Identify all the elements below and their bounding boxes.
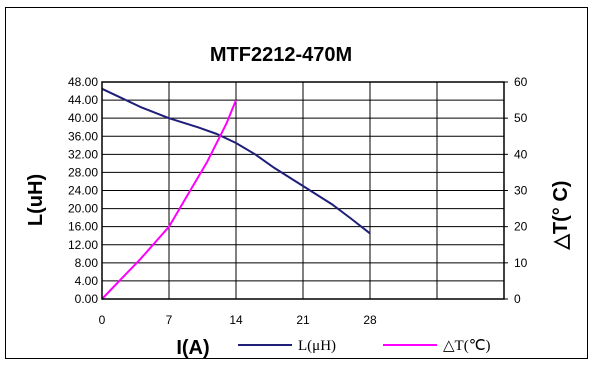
y-left-tick-label: 32.00 <box>68 147 98 161</box>
y-right-tick-label: 50 <box>514 111 528 125</box>
x-tick-label: 7 <box>166 313 173 327</box>
y-right-tick-label: 10 <box>514 256 528 270</box>
x-tick-label: 0 <box>99 313 106 327</box>
y-left-tick-label: 44.00 <box>68 93 98 107</box>
y-left-tick-label: 28.00 <box>68 165 98 179</box>
y-left-tick-label: 8.00 <box>75 256 99 270</box>
y-left-ticks: 0.00 4.00 8.00 12.00 16.00 20.00 24.00 28.00 32.… <box>68 75 98 306</box>
y-left-tick-label: 48.00 <box>68 75 98 89</box>
y-right-tick-label: 40 <box>514 147 528 161</box>
series-line-temperature-rise <box>101 99 237 300</box>
legend-label-l: L(μH) <box>298 338 336 354</box>
series-group <box>101 87 371 300</box>
chart-title: MTF2212-470M <box>210 44 352 66</box>
legend-label-dt: △T(℃) <box>443 338 491 354</box>
y-right-tick-label: 60 <box>514 75 528 89</box>
x-label: I(A) <box>176 337 209 359</box>
plot-border <box>101 81 505 300</box>
series-line-inductance <box>101 87 371 235</box>
y-left-tick-label: 4.00 <box>75 274 99 288</box>
x-tick-label: 28 <box>363 313 377 327</box>
y-right-tick-label: 20 <box>514 220 528 234</box>
y-left-tick-label: 40.00 <box>68 111 98 125</box>
y-left-tick-label: 24.00 <box>68 184 98 198</box>
y-left-label: L(uH) <box>25 174 47 226</box>
legend: L(μH) △T(℃) <box>238 338 491 354</box>
y-left-tick-label: 20.00 <box>68 202 98 216</box>
y-right-label: △T(° C) <box>550 181 572 251</box>
y-left-tick-label: 36.00 <box>68 129 98 143</box>
y-left-tick-label: 12.00 <box>68 238 98 252</box>
x-tick-label: 14 <box>229 313 243 327</box>
y-left-tick-label: 0.00 <box>75 292 99 306</box>
y-right-tick-label: 0 <box>514 292 521 306</box>
x-tick-label: 21 <box>296 313 310 327</box>
x-ticks: 0 7 14 21 28 <box>99 313 377 327</box>
y-right-tick-label: 30 <box>514 184 528 198</box>
y-right-ticks: 0 10 20 30 40 50 60 <box>504 75 528 306</box>
y-left-tick-label: 16.00 <box>68 220 98 234</box>
